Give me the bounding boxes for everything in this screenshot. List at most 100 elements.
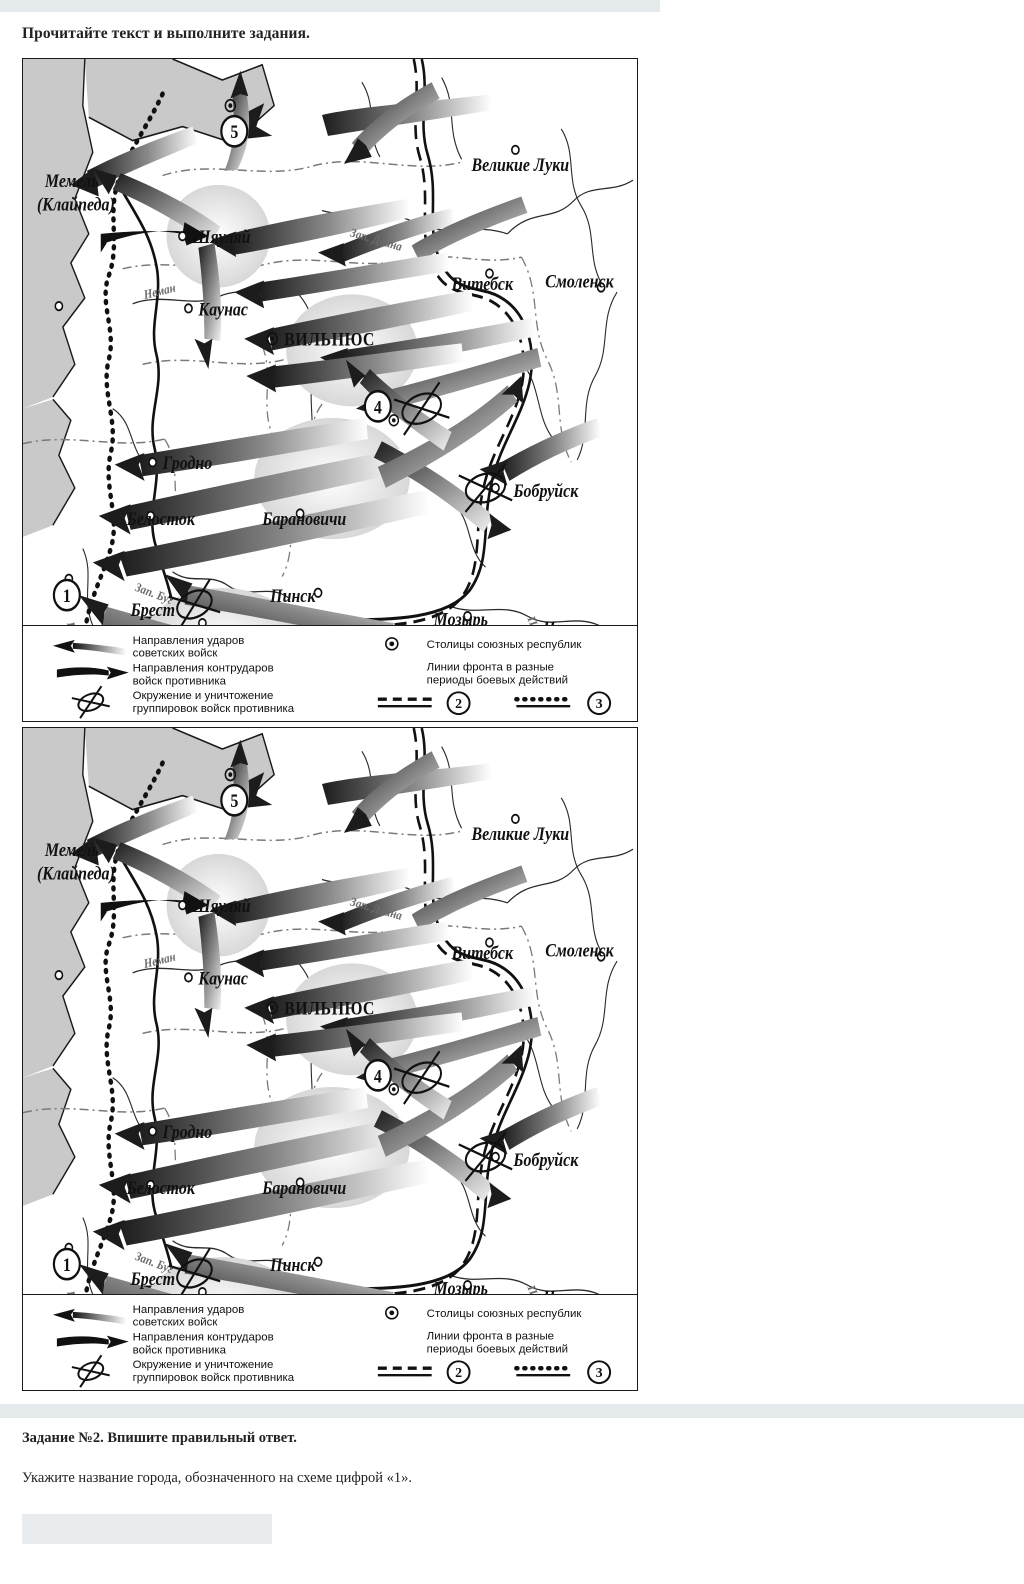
task-heading: Задание №2. Впишите правильный ответ. <box>22 1430 297 1446</box>
marker-5-b: 5 <box>220 783 249 817</box>
legend-enemy-counterstrike-arrow-icon <box>56 666 129 680</box>
svg-text:5: 5 <box>230 791 238 811</box>
city-label-vitebsk: Витебск <box>451 274 514 294</box>
marker-5: 5 <box>220 114 249 148</box>
legend-text-capitals: Столицы союзных республик <box>427 639 583 651</box>
svg-text:4: 4 <box>374 1066 382 1086</box>
legend-soviet-strike-arrow-icon <box>52 639 127 656</box>
svg-text:3: 3 <box>596 697 603 712</box>
city-label-kaunas-2: Каунас <box>198 968 249 988</box>
legend-text-soviet-2: советских войск <box>133 648 219 660</box>
legend-front-line-3-badge: 3 <box>587 691 612 716</box>
city-label-smolensk-2: Смоленск <box>545 940 615 960</box>
svg-text:2: 2 <box>455 1366 462 1381</box>
legend-front-line-2-icon-b <box>377 1366 432 1377</box>
city-label-siauliai: Шяуляй <box>192 227 251 247</box>
legend-front-line-2-badge-b: 2 <box>446 1360 471 1385</box>
city-label-velikie-luki: Великие Луки <box>471 155 570 175</box>
right-margin <box>660 0 1024 1584</box>
svg-text:5: 5 <box>230 122 238 142</box>
city-label-memel: Мемель <box>44 171 99 191</box>
city-label-smolensk: Смоленск <box>545 271 615 291</box>
marker-1: 1 <box>52 578 81 612</box>
city-label-mozyr-2: Мозырь <box>433 1278 488 1298</box>
legend-front-line-3-icon <box>514 696 573 708</box>
legend-text-soviet-2-b: советских войск <box>133 1317 219 1329</box>
map-diagram-1: 5 4 1 Мемель (Клайпеда) Шяуляй Каунас ВИ… <box>22 58 638 722</box>
answer-input[interactable] <box>22 1514 272 1544</box>
city-label-memel-2: Мемель <box>44 840 99 860</box>
legend-text-enemy-1-b: Направления контрударов <box>133 1332 274 1344</box>
city-label-baranovichi-2: Барановичи <box>261 1178 346 1198</box>
page-title: Прочитайте текст и выполните задания. <box>22 25 311 42</box>
city-label-baranovichi: Барановичи <box>261 509 346 529</box>
city-label-klaipeda: (Клайпеда) <box>37 194 115 214</box>
legend-text-soviet-1: Направления ударов <box>133 635 245 647</box>
legend-front-line-2-badge: 2 <box>446 691 471 716</box>
legend-front-line-3-badge-b: 3 <box>587 1360 612 1385</box>
legend-front-line-3-icon-b <box>514 1365 573 1377</box>
legend-svg-1: Направления ударов советских войск Напра… <box>52 635 612 719</box>
legend-encirclement-destruction-icon-2 <box>71 1354 110 1388</box>
legend-text-encircle-2-b: группировок войск противника <box>133 1372 295 1384</box>
task-question: Укажите название города, обозначенного н… <box>22 1470 412 1486</box>
map-legend-2: Направления ударов советских войск Напра… <box>23 1294 637 1390</box>
legend-text-frontline-2-b: периоды боевых действий <box>427 1343 568 1355</box>
city-labels-2: Мемель (Клайпеда) Шяуляй Каунас ВИЛЬНЮС … <box>37 824 615 1308</box>
encirclement-symbols <box>168 381 513 631</box>
map-number-markers-2: 5 4 1 <box>52 783 392 1281</box>
svg-text:4: 4 <box>374 397 382 417</box>
legend-encirclement-destruction-icon <box>71 685 110 719</box>
city-labels: Мемель (Клайпеда) Шяуляй Каунас ВИЛЬНЮС … <box>37 155 615 639</box>
svg-text:1: 1 <box>63 1255 71 1275</box>
soviet-strike-arrows-2 <box>66 739 602 1390</box>
city-label-grodno-2: Гродно <box>162 1122 213 1142</box>
city-label-vilnius-2: ВИЛЬНЮС <box>284 999 375 1019</box>
marker-4: 4 <box>363 389 392 423</box>
legend-soviet-strike-arrow-icon-2 <box>52 1308 127 1325</box>
map-diagram-2: 5 4 1 Мемель (Клайпеда) Шяуляй Каунас ВИ… <box>22 727 638 1391</box>
legend-capital-dot-icon <box>385 637 399 651</box>
map-legend-1: Направления ударов советских войск Напра… <box>23 625 637 721</box>
svg-text:3: 3 <box>596 1366 603 1381</box>
city-label-velikie-luki-2: Великие Луки <box>471 824 570 844</box>
legend-svg-2: Направления ударов советских войск Напра… <box>52 1304 612 1388</box>
map-number-markers: 5 4 1 <box>52 114 392 612</box>
legend-text-enemy-2-b: войск противника <box>133 1344 227 1356</box>
city-label-bobruisk: Бобруйск <box>512 481 579 501</box>
map-canvas-2: 5 4 1 Мемель (Клайпеда) Шяуляй Каунас ВИ… <box>23 728 637 1390</box>
city-label-pinsk-2: Пинск <box>269 1255 316 1275</box>
legend-text-enemy-2: войск противника <box>133 675 227 687</box>
legend-text-encircle-1-b: Окружение и уничтожение <box>133 1359 274 1371</box>
legend-text-frontline-1: Линии фронта в разные <box>427 662 554 674</box>
svg-text:1: 1 <box>63 586 71 606</box>
city-label-bobruisk-2: Бобруйск <box>512 1150 579 1170</box>
city-label-kaunas: Каунас <box>198 299 249 319</box>
encirclement-symbols-2 <box>168 1050 513 1300</box>
city-dots-2 <box>54 767 608 1316</box>
enemy-counterstrike-arrows-2 <box>100 891 209 922</box>
enemy-counterstrike-arrows <box>100 222 209 253</box>
city-label-brest-2: Брест <box>130 1269 175 1289</box>
map-svg-2: 5 4 1 Мемель (Клайпеда) Шяуляй Каунас ВИ… <box>23 728 634 1390</box>
legend-front-line-2-icon <box>377 697 432 708</box>
marker-1-b: 1 <box>52 1247 81 1281</box>
city-label-belostok-2: Белосток <box>126 1178 196 1198</box>
legend-text-encircle-2: группировок войск противника <box>133 703 295 715</box>
legend-text-soviet-1-b: Направления ударов <box>133 1304 245 1316</box>
legend-enemy-counterstrike-arrow-icon-2 <box>56 1335 129 1349</box>
map-svg-1: 5 4 1 Мемель (Клайпеда) Шяуляй Каунас ВИ… <box>23 59 634 721</box>
city-label-belostok: Белосток <box>126 509 196 529</box>
city-label-mozyr: Мозырь <box>433 609 488 629</box>
legend-text-enemy-1: Направления контрударов <box>133 663 274 675</box>
legend-text-frontline-2: периоды боевых действий <box>427 674 568 686</box>
city-label-vilnius: ВИЛЬНЮС <box>284 330 375 350</box>
section-separator-band <box>0 1404 1024 1418</box>
legend-text-capitals-b: Столицы союзных республик <box>427 1308 583 1320</box>
city-label-siauliai-2: Шяуляй <box>192 896 251 916</box>
legend-capital-dot-icon-2 <box>385 1306 399 1320</box>
legend-text-frontline-1-b: Линии фронта в разные <box>427 1331 554 1343</box>
marker-4-b: 4 <box>363 1058 392 1092</box>
city-label-vitebsk-2: Витебск <box>451 943 514 963</box>
city-label-klaipeda-2: (Клайпеда) <box>37 863 115 883</box>
